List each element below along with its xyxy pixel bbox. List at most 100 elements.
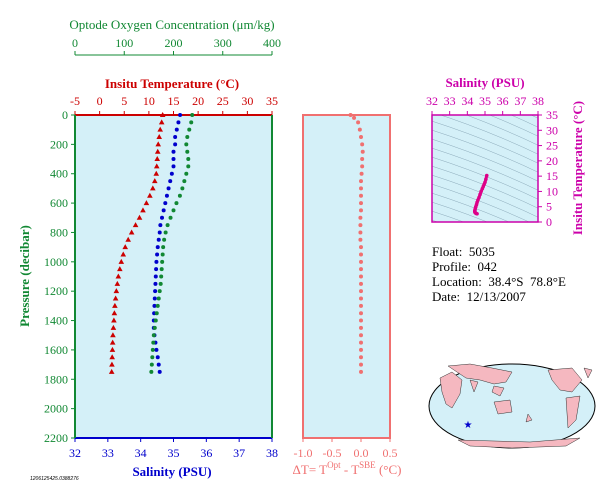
oxygen-tick-label: 300	[214, 36, 232, 50]
temperature-tick-label: 0	[97, 94, 103, 108]
pressure-tick-label: 2000	[44, 402, 68, 416]
delta-t-axis-ticks: -1.0 -0.5 0.0 0.5	[294, 438, 398, 460]
salinity-point	[173, 135, 178, 140]
ts-y-tick-label: 20	[546, 154, 558, 168]
delta-t-point	[359, 369, 363, 374]
oxygen-tick-label: 0	[72, 36, 78, 50]
float-location-marker: ★	[464, 420, 473, 431]
delta-t-point	[359, 355, 363, 360]
ts-y-tick-label: 15	[546, 169, 558, 183]
oxygen-point	[159, 274, 164, 279]
delta-title-sup2: SBE	[359, 460, 376, 470]
oxygen-tick-label: 100	[115, 36, 133, 50]
delta-t-point	[360, 164, 365, 169]
ts-temperature-title: Insitu Temperature (°C)	[570, 101, 585, 235]
isopycnal-contour	[432, 129, 538, 173]
temperature-tick-label: 15	[168, 94, 180, 108]
profile-plot-area	[75, 115, 272, 438]
ts-plot-area	[432, 115, 538, 222]
isopycnal-contour	[432, 120, 538, 164]
temperature-point	[120, 251, 127, 257]
oxygen-point	[168, 215, 173, 220]
delta-t-tick-label: 0.0	[354, 446, 369, 460]
delta-t-plot-area	[302, 114, 391, 439]
pressure-tick-label: 2200	[44, 431, 68, 445]
delta-t-point	[359, 201, 363, 206]
oxygen-point	[180, 186, 185, 191]
salinity-tick-label: 33	[102, 446, 114, 460]
salinity-point	[153, 289, 158, 294]
land-india	[469, 379, 479, 393]
oxygen-point	[150, 347, 155, 352]
land-newzealand	[525, 413, 533, 423]
temperature-point	[154, 148, 161, 154]
oxygen-point	[151, 333, 156, 338]
salinity-point	[157, 230, 162, 235]
oxygen-point	[163, 230, 168, 235]
temperature-point	[125, 236, 131, 242]
delta-t-point	[360, 149, 365, 154]
delta-t-point	[359, 274, 363, 279]
delta-t-point	[359, 362, 363, 367]
oxygen-point	[182, 179, 187, 184]
oxygen-tick-label: 200	[165, 36, 183, 50]
isopycnal-contour	[432, 147, 538, 191]
delta-t-tick-label: -0.5	[323, 446, 342, 460]
oxygen-point	[185, 135, 190, 140]
oxygen-point	[190, 113, 195, 117]
temperature-tick-label: 10	[143, 94, 155, 108]
oxygen-axis-ticks: 0 100 200 300 400	[72, 36, 281, 55]
temperature-point	[156, 134, 163, 140]
profile-date: Date: 12/13/2007	[432, 289, 526, 304]
temperature-point	[155, 141, 162, 147]
temperature-point	[132, 222, 139, 228]
delta-t-point	[359, 135, 363, 140]
salinity-point	[160, 215, 165, 220]
delta-t-tick-label: 0.5	[383, 446, 398, 460]
temperature-point	[109, 339, 116, 345]
temperature-point	[109, 354, 115, 360]
salinity-tick-label: 32	[69, 446, 81, 460]
oxygen-point	[150, 355, 155, 360]
delta-t-axis-title: ΔT= TOpt - TSBE (°C)	[293, 460, 402, 477]
map-landmasses	[439, 363, 593, 449]
salinity-point	[161, 208, 166, 213]
delta-t-point	[359, 289, 363, 294]
temperature-point	[140, 207, 146, 213]
temperature-point	[109, 346, 116, 352]
pressure-axis-title: Pressure (decibar)	[17, 225, 32, 327]
oxygen-point	[154, 311, 159, 316]
temperature-point	[110, 332, 116, 338]
temperature-point	[110, 324, 117, 330]
oxygen-point	[155, 303, 160, 308]
isopycnal-contour	[412, 7, 558, 65]
oxygen-point	[184, 171, 189, 176]
salinity-point	[171, 149, 176, 154]
ts-x-tick-label: 38	[532, 94, 544, 108]
ts-x-tick-label: 35	[479, 94, 491, 108]
salinity-point	[156, 362, 161, 367]
salinity-point	[173, 142, 178, 147]
ts-point	[479, 189, 483, 194]
temperature-axis-ticks: -5 0 5 10 15 20 25 30 35	[70, 94, 278, 115]
salinity-point	[171, 157, 176, 162]
oxygen-point	[186, 164, 191, 169]
temperature-point	[111, 317, 117, 323]
delta-t-point	[359, 340, 363, 345]
oxygen-point	[171, 208, 176, 213]
isopycnal-contour	[465, 115, 538, 146]
temperature-point	[115, 273, 122, 279]
temperature-point	[153, 170, 160, 176]
pressure-tick-label: 200	[50, 137, 68, 151]
salinity-tick-label: 35	[168, 446, 180, 460]
temperature-tick-label: 20	[192, 94, 204, 108]
isopycnal-contour	[412, 61, 558, 119]
world-map: ★	[428, 363, 596, 449]
delta-t-tick-label: -1.0	[294, 446, 313, 460]
salinity-point	[157, 369, 162, 374]
isopycnal-contour	[432, 165, 538, 209]
delta-t-point	[360, 157, 365, 162]
temperature-point	[109, 361, 115, 367]
ts-y-tick-label: 35	[546, 108, 558, 122]
